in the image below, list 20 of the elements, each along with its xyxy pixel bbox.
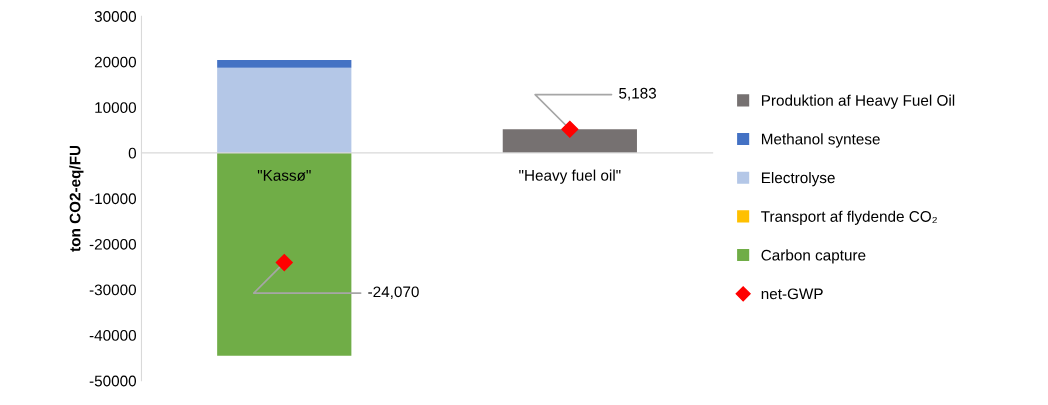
legend-label: Electrolyse <box>761 171 835 187</box>
data-label: 5,183 <box>619 87 657 101</box>
legend-label: Methanol syntese <box>761 133 880 148</box>
legend-label: Transport af flydende CO₂ <box>761 210 937 225</box>
legend-label: Produktion af Heavy Fuel Oil <box>761 94 955 109</box>
y-tick-label: 30000 <box>94 11 137 22</box>
x-tick-label: "Kassø" <box>257 170 311 181</box>
legend-label: Carbon capture <box>761 249 866 264</box>
y-axis-title: ton CO2-eq/FU <box>69 145 84 252</box>
x-tick-label: "Heavy fuel oil" <box>519 169 621 184</box>
y-tick-label: -50000 <box>89 375 137 387</box>
y-tick-label: -10000 <box>89 193 137 205</box>
data-label: -24,070 <box>368 286 419 300</box>
y-tick-label: 10000 <box>95 102 137 114</box>
legend-label: net-GWP <box>761 288 823 300</box>
y-tick-label: 0 <box>128 147 137 159</box>
y-tick-label: -20000 <box>89 238 137 250</box>
y-tick-label: -40000 <box>89 330 137 341</box>
y-tick-label: 20000 <box>94 56 137 68</box>
y-tick-label: -30000 <box>89 284 137 296</box>
